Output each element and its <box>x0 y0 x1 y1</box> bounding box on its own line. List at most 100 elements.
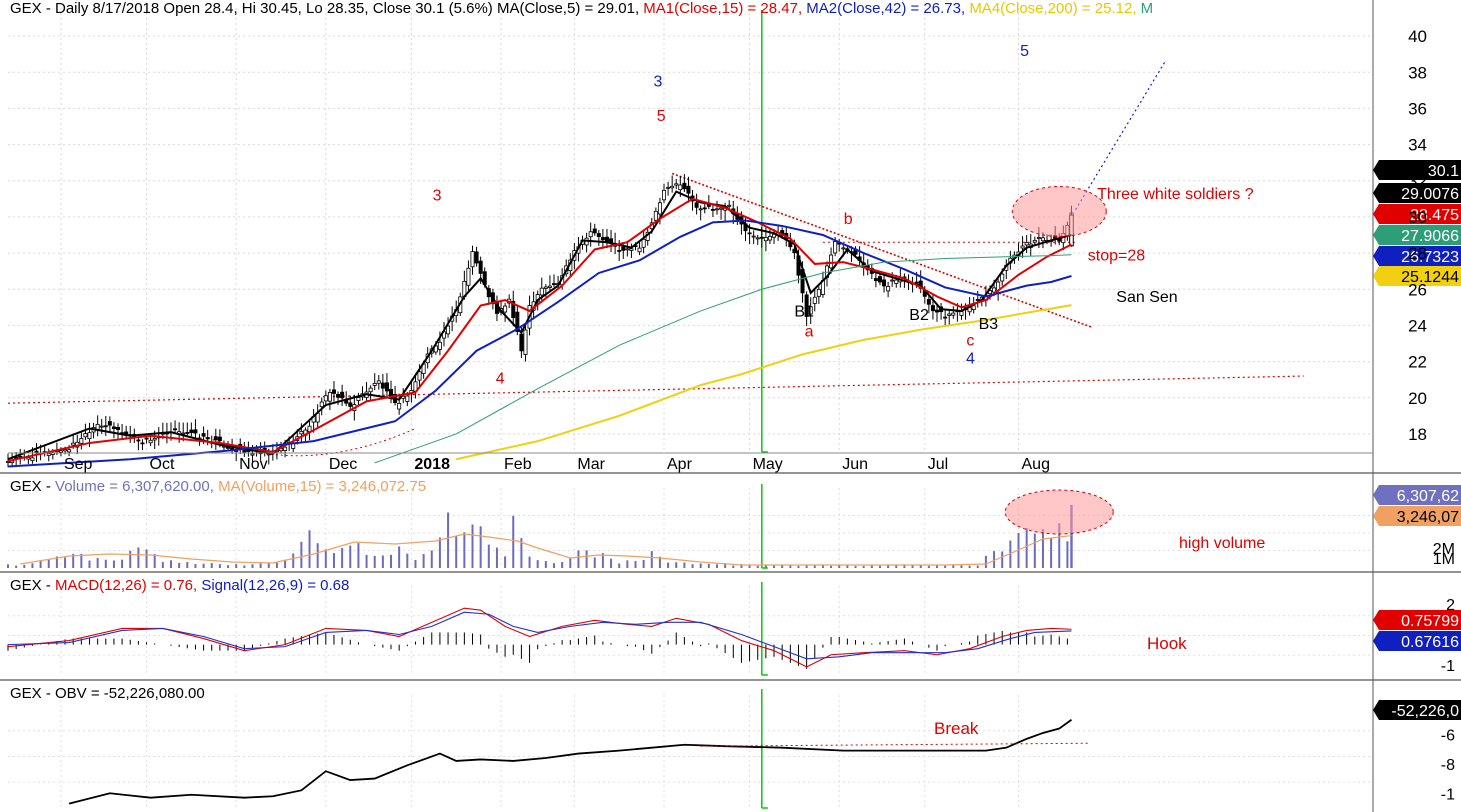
candle-body <box>437 341 442 350</box>
volume-bar <box>373 555 376 568</box>
volume-bar <box>976 565 979 568</box>
chart-annotation: 5 <box>1020 43 1029 60</box>
volume-bar <box>300 541 303 568</box>
candle-body <box>331 389 336 394</box>
candle-body <box>111 426 116 430</box>
candle-body <box>653 210 658 221</box>
time-tick-label: Jun <box>842 456 868 473</box>
macd-header-prefix: GEX - <box>10 577 56 594</box>
macd-badge-text: 0.75799 <box>1401 613 1459 630</box>
candle-body <box>368 387 373 393</box>
candle-body <box>747 232 752 235</box>
candle-body <box>1020 245 1025 249</box>
ma-line <box>7 219 1072 468</box>
candle-body <box>173 428 178 431</box>
candle-body <box>380 382 385 389</box>
candle-body <box>833 241 838 254</box>
chart-annotation: a <box>805 323 814 340</box>
candle-body <box>686 185 691 194</box>
volume-bar <box>104 559 107 568</box>
candle-body <box>226 446 231 449</box>
candle-body <box>397 402 402 410</box>
volume-bar <box>194 564 197 568</box>
chart-annotation: c <box>966 332 974 349</box>
candle-body <box>914 281 919 284</box>
volume-bar <box>1001 551 1004 568</box>
time-tick-label: Aug <box>1022 456 1050 473</box>
volume-bar <box>667 562 670 568</box>
price-tick-label: 38 <box>1408 63 1427 82</box>
candle-body <box>144 437 149 440</box>
chart-annotation: 3 <box>653 74 662 91</box>
chart-marks <box>6 10 1304 809</box>
note-break: Break <box>934 719 979 738</box>
price-header-ma2: MA2(Close,42) = 26.73, <box>806 0 966 17</box>
candle-body <box>323 395 328 402</box>
price-badge-text: 26.7323 <box>1401 249 1459 266</box>
volume-bar <box>161 562 164 568</box>
candle-body <box>193 429 198 434</box>
volume-bar <box>903 564 906 568</box>
price-tick-label: 22 <box>1408 353 1427 372</box>
candle-body <box>666 186 671 189</box>
volume-bar <box>715 564 718 568</box>
candle-body <box>682 182 687 190</box>
candle-body <box>625 248 630 251</box>
candle-body <box>637 247 642 253</box>
price-badge-text: 29.0076 <box>1401 186 1459 203</box>
price-header-tail: M <box>1140 0 1154 17</box>
volume-header-ma: MA(Volume,15) = 3,246,072.75 <box>218 478 427 495</box>
candle-body <box>34 450 39 454</box>
macd-header-macd: MACD(12,26) = 0.76, <box>55 577 198 594</box>
price-tick-label: 32 <box>1408 172 1427 191</box>
candle-body <box>511 301 516 319</box>
obv-header-text: GEX - OBV = -52,226,080.00 <box>10 685 205 702</box>
chart-annotation: stop=28 <box>1088 247 1145 264</box>
volume-bar <box>952 564 955 568</box>
candle-body <box>1000 273 1005 282</box>
volume-bar <box>936 565 939 568</box>
volume-header-prefix: GEX - <box>10 478 56 495</box>
macd-header: GEX - MACD(12,26) = 0.76, Signal(12,26,9… <box>10 577 349 595</box>
volume-bar <box>153 553 156 568</box>
volume-bar <box>332 553 335 568</box>
candle-body <box>348 402 353 407</box>
macd-line <box>7 607 1072 668</box>
volume-bar <box>1058 523 1061 568</box>
volume-bar <box>732 565 735 568</box>
candle-body <box>710 208 715 211</box>
volume-bar <box>944 565 947 568</box>
volume-header-volume: Volume = 6,307,620.00, <box>55 478 214 495</box>
candle-body <box>205 437 210 440</box>
volume-bar <box>544 561 547 568</box>
volume-bar <box>447 512 450 568</box>
candle-body <box>95 423 100 430</box>
volume-bar <box>381 555 384 568</box>
candle-body <box>242 450 247 453</box>
price-header: GEX - Daily 8/17/2018 Open 28.4, Hi 30.4… <box>10 0 1153 18</box>
macd-header-signal: Signal(12,26,9) = 0.68 <box>201 577 350 594</box>
volume-bar <box>316 543 319 568</box>
volume-bar <box>797 565 800 568</box>
time-tick-label: Oct <box>150 456 175 473</box>
wave5-projection <box>1075 61 1166 210</box>
candle-body <box>588 231 593 238</box>
volume-bar <box>308 530 311 568</box>
volume-bar <box>805 565 808 568</box>
value-badges: 30.1 29.0076 28.475 27.9066 26.7323 25.1244 6,… <box>1373 160 1461 720</box>
volume-bar <box>993 551 996 568</box>
volume-bar <box>878 565 881 568</box>
candle-body <box>662 189 667 201</box>
volume-bar <box>813 565 816 568</box>
chart-annotation: 5 <box>657 108 666 125</box>
note-high-volume: high volume <box>1179 535 1266 552</box>
candle-body <box>959 310 964 316</box>
candle-body <box>103 425 108 428</box>
candle-body <box>759 236 764 239</box>
price-tick-label: 26 <box>1408 280 1427 299</box>
ma-line <box>455 304 1072 461</box>
volume-bar <box>960 565 963 568</box>
volume-bar <box>455 536 458 568</box>
